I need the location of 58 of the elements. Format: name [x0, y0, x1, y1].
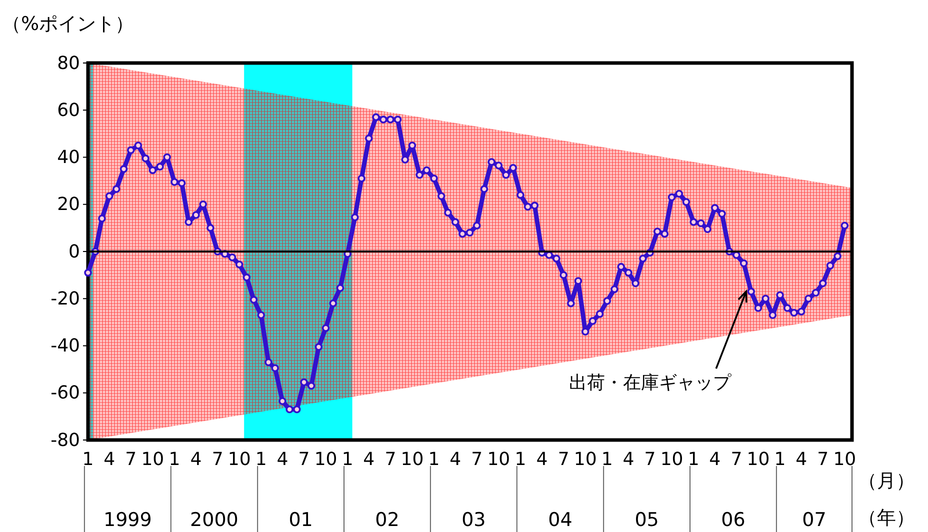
x-tick-label: 10: [660, 448, 684, 470]
x-tick-label: 1: [82, 448, 94, 470]
text: 1999: [103, 509, 152, 531]
x-tick-label: 10: [228, 448, 251, 470]
y-axis-title: （%ポイント）: [2, 13, 134, 35]
x-tick-label: 4: [276, 448, 288, 470]
x-tick-label: 4: [709, 448, 721, 470]
x-tick-label: 10: [400, 448, 424, 470]
x-tick-label: 7: [298, 448, 310, 470]
y-tick-label: 80: [57, 52, 80, 74]
y-tick-label: 40: [57, 147, 80, 168]
x-tick-label: 7: [817, 448, 829, 470]
x-tick-label: 1: [255, 448, 267, 470]
x-tick-label: 10: [746, 448, 770, 470]
x-axis-title: （月）: [858, 470, 915, 492]
x-tick-label: 10: [487, 448, 510, 470]
x-tick-label: 4: [622, 448, 634, 470]
x-tick-label: 1: [601, 448, 613, 470]
y-tick-label: -80: [50, 430, 80, 451]
text: 05: [634, 509, 659, 531]
text: 04: [548, 509, 572, 531]
x-tick-label: 7: [471, 448, 483, 470]
text: 03: [462, 509, 486, 531]
x-tick-label: 7: [644, 448, 656, 470]
x-tick-label: 7: [125, 448, 137, 470]
x-tick-label: 4: [190, 448, 202, 470]
text: （年）: [858, 507, 915, 529]
x-tick-label: 10: [833, 448, 856, 470]
x-tick-label: 7: [558, 448, 570, 470]
x-tick-label: 1: [514, 448, 526, 470]
x-tick-label: 10: [574, 448, 597, 470]
text: 06: [721, 509, 746, 531]
x-tick-label: 1: [342, 448, 354, 470]
y-tick-label: 0: [68, 241, 80, 262]
y-tick-label: -20: [50, 288, 80, 310]
x-tick-label: 1: [688, 448, 700, 470]
x-tick-label: 4: [363, 448, 375, 470]
x-tick-label: 4: [450, 448, 462, 470]
x-tick-label: 1: [774, 448, 786, 470]
x-tick-label: 4: [796, 448, 808, 470]
x-tick-label: 10: [141, 448, 164, 470]
x-tick-label: 7: [212, 448, 224, 470]
y-tick-label: -40: [50, 336, 80, 357]
x-tick-label: 7: [730, 448, 742, 470]
x-tick-label: 10: [314, 448, 338, 470]
x-tick-label: 1: [168, 448, 180, 470]
x-tick-label: 4: [104, 448, 116, 470]
x-tick-label: 4: [536, 448, 548, 470]
text: 02: [375, 509, 400, 531]
x-tick-label: 7: [384, 448, 396, 470]
y-tick-label: 20: [57, 194, 80, 216]
text: 01: [288, 509, 313, 531]
text: 2000: [190, 509, 238, 531]
x-tick-label: 1: [428, 448, 440, 470]
y-tick-label: 60: [57, 100, 80, 121]
text: 07: [802, 509, 826, 531]
annotation: 出荷・在庫ギャップ: [569, 372, 732, 394]
y-tick-label: -60: [50, 382, 80, 404]
